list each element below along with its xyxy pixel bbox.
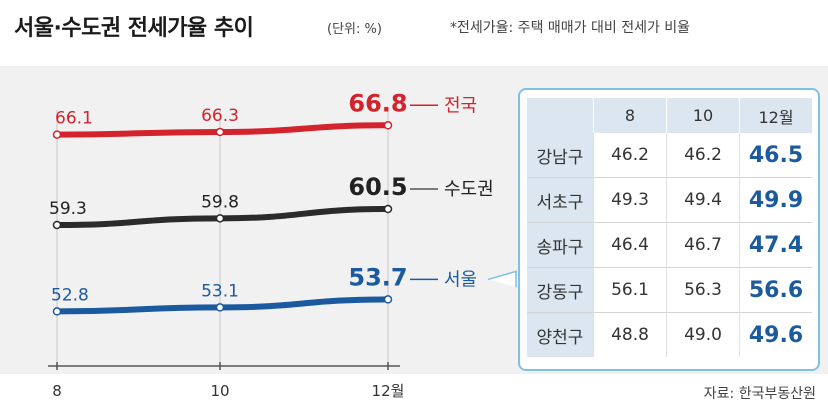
data-point-national bbox=[215, 127, 225, 137]
district-name: 서초구 bbox=[527, 177, 594, 223]
table-row: 양천구 48.8 49.0 49.6 bbox=[527, 312, 812, 357]
series-label-capital: 수도권 bbox=[444, 179, 494, 200]
table-header-row: 8 10 12월 bbox=[527, 98, 812, 133]
data-label-capital: 59.3 bbox=[49, 199, 87, 219]
data-point-seoul bbox=[52, 307, 62, 316]
data-point-national bbox=[52, 130, 62, 139]
table-cell-latest: 49.9 bbox=[739, 177, 812, 223]
table-cell: 56.1 bbox=[593, 267, 667, 313]
data-label-seoul: 52.8 bbox=[51, 285, 89, 305]
definition-note: *전세가율: 주택 매매가 대비 전세가 비율 bbox=[450, 20, 691, 36]
table-header-cell: 10 bbox=[666, 98, 740, 133]
table-cell-latest: 49.6 bbox=[739, 312, 812, 357]
data-point-capital bbox=[52, 220, 62, 230]
district-name: 강남구 bbox=[527, 133, 594, 178]
table-row: 강남구 46.2 46.2 46.5 bbox=[527, 133, 812, 178]
x-tick-label: 12월 bbox=[372, 382, 405, 400]
data-label-national: 66.1 bbox=[55, 109, 93, 129]
data-label-seoul: 53.7 bbox=[348, 263, 407, 291]
table-cell-latest: 47.4 bbox=[739, 222, 812, 268]
table-cell: 48.8 bbox=[593, 312, 667, 357]
district-name: 송파구 bbox=[527, 222, 594, 268]
table-row: 강동구 56.1 56.3 56.6 bbox=[527, 267, 812, 313]
table-row: 송파구 46.4 46.7 47.4 bbox=[527, 222, 812, 268]
data-point-seoul bbox=[215, 303, 225, 312]
data-label-seoul: 53.1 bbox=[201, 281, 239, 301]
table-cell: 46.2 bbox=[593, 133, 667, 178]
data-point-capital bbox=[383, 204, 393, 214]
table-header-cell: 8 bbox=[593, 98, 667, 133]
table-cell: 49.4 bbox=[666, 177, 740, 223]
table-cell: 49.0 bbox=[666, 312, 740, 357]
data-label-national: 66.3 bbox=[201, 106, 239, 126]
table-header-cell: 12월 bbox=[739, 98, 812, 133]
data-point-capital bbox=[215, 214, 225, 223]
table-cell: 56.3 bbox=[666, 267, 740, 313]
x-tick-label: 8 bbox=[52, 382, 62, 400]
table-cell: 46.4 bbox=[593, 222, 667, 268]
source-note: 자료: 한국부동산원 bbox=[703, 386, 816, 402]
table-cell-latest: 56.6 bbox=[739, 267, 812, 313]
data-point-national bbox=[383, 121, 393, 130]
table-cell: 46.2 bbox=[666, 133, 740, 178]
data-point-seoul bbox=[383, 295, 393, 304]
series-label-seoul: 서울 bbox=[444, 269, 477, 290]
table-cell: 46.7 bbox=[666, 222, 740, 268]
table-cell-latest: 46.5 bbox=[739, 133, 812, 178]
table-header-cell bbox=[527, 98, 594, 133]
chart-title: 서울·수도권 전세가율 추이 bbox=[14, 16, 254, 41]
data-label-capital: 59.8 bbox=[201, 192, 239, 212]
x-tick-label: 10 bbox=[210, 382, 229, 400]
unit-label: (단위: %) bbox=[327, 22, 382, 37]
table-callout-pointer bbox=[487, 270, 517, 288]
data-label-capital: 60.5 bbox=[348, 173, 407, 201]
data-label-national: 66.8 bbox=[348, 89, 407, 117]
district-name: 양천구 bbox=[527, 312, 594, 357]
district-name: 강동구 bbox=[527, 267, 594, 313]
district-table: 8 10 12월 강남구 46.2 46.2 46.5 서초구 49.3 49.… bbox=[527, 98, 812, 357]
table-cell: 49.3 bbox=[593, 177, 667, 223]
series-label-national: 전국 bbox=[444, 95, 477, 116]
table-row: 서초구 49.3 49.4 49.9 bbox=[527, 177, 812, 223]
